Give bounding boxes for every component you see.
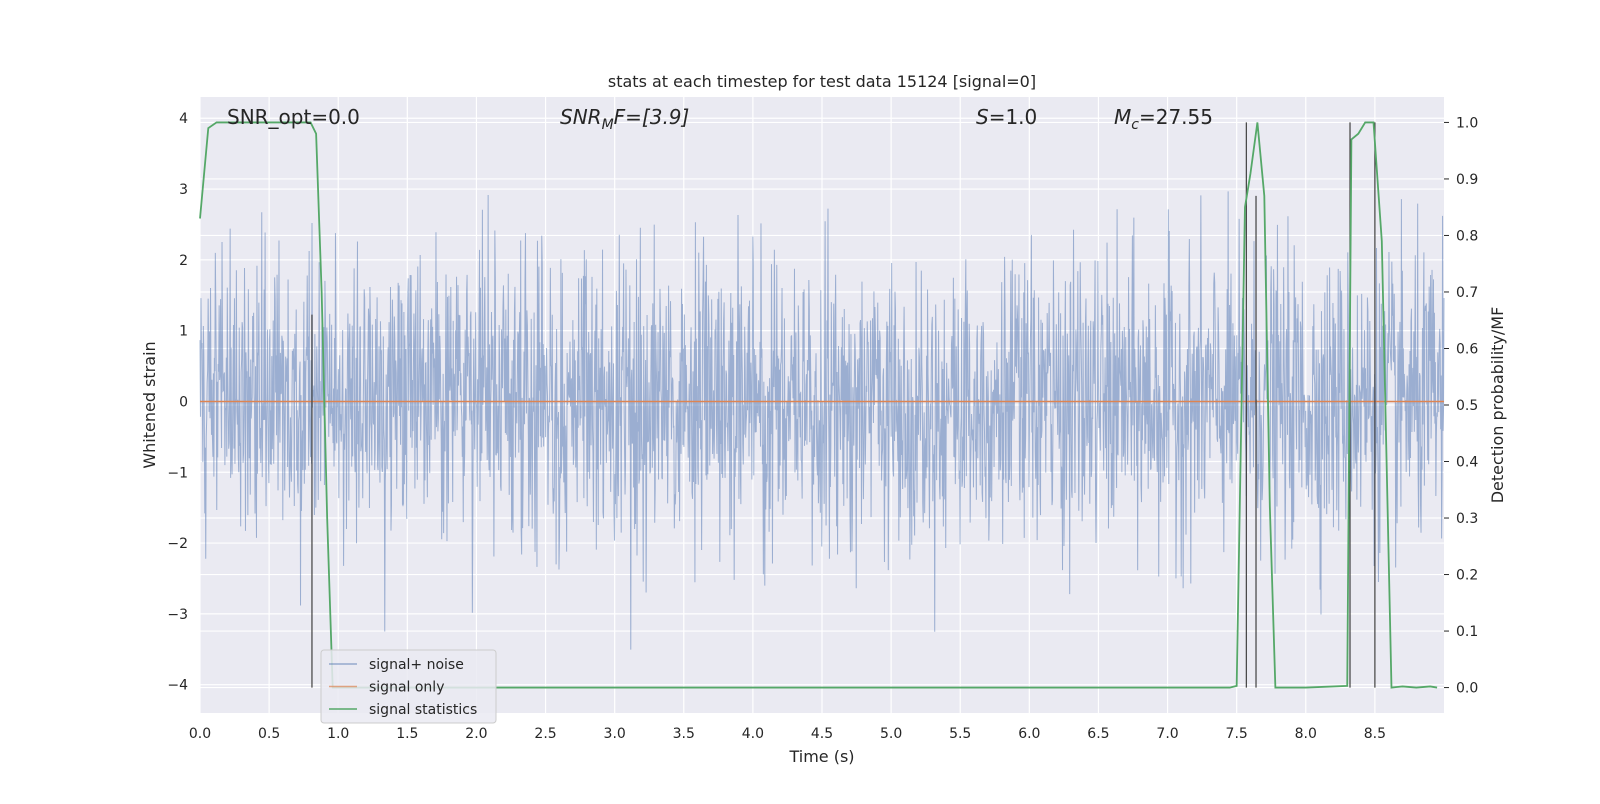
y-tick-label-right: 1.0 <box>1456 115 1478 131</box>
signal-noise-line <box>199 191 1445 650</box>
x-tick-label: 1.0 <box>327 726 349 742</box>
x-axis-label: Time (s) <box>788 747 854 766</box>
y-tick-label-left: −4 <box>167 678 188 694</box>
annotation-s: S=1.0 <box>976 105 1037 129</box>
x-tick-label: 6.0 <box>1018 726 1040 742</box>
annotation-snr-mf-sub: M <box>602 117 614 133</box>
y-tick-label-left: −1 <box>167 465 188 481</box>
y-tick-label-right: 0.3 <box>1456 511 1478 527</box>
y-tick-label-right: 0.5 <box>1456 398 1478 414</box>
annotation-snr-mf-rest-f: F=[3.9] <box>614 105 690 129</box>
legend-box <box>320 649 497 724</box>
signal-statistics-line <box>199 121 1438 689</box>
annotation-snr-mf: SNRMF=[3.9] <box>560 105 689 133</box>
annotation-mc-base: M <box>1114 105 1131 129</box>
x-tick-label: 1.5 <box>396 726 418 742</box>
y-tick-label-right: 0.6 <box>1456 341 1478 357</box>
x-tick-label: 3.0 <box>604 726 626 742</box>
y-tick-label-left: 1 <box>179 324 188 340</box>
series-signal-statistics <box>199 121 1438 689</box>
y-tick-label-left: 2 <box>179 253 188 269</box>
legend-label-signal-only: signal only <box>369 680 444 696</box>
y-tick-label-left: −2 <box>167 536 188 552</box>
x-tick-label: 4.5 <box>811 726 833 742</box>
y-tick-label-right: 0.8 <box>1456 228 1478 244</box>
y-tick-label-right: 0.1 <box>1456 624 1478 640</box>
x-tick-label: 8.5 <box>1364 726 1386 742</box>
x-tick-label: 5.0 <box>880 726 902 742</box>
x-tick-label: 4.0 <box>742 726 764 742</box>
x-tick-label: 5.5 <box>949 726 971 742</box>
annotation-s-base: S <box>976 105 989 129</box>
annotation-snr-opt: SNR_opt=0.0 <box>227 105 360 129</box>
annotation-mc: Mc=27.55 <box>1114 105 1213 133</box>
x-tick-label: 8.0 <box>1295 726 1317 742</box>
legend: signal+ noise signal only signal statist… <box>320 649 497 724</box>
annotation-s-rest: =1.0 <box>989 105 1038 129</box>
x-tick-label: 0.5 <box>258 726 280 742</box>
y-tick-label-left: −3 <box>167 607 188 623</box>
x-tick-label: 7.5 <box>1226 726 1248 742</box>
y-tick-label-right: 0.4 <box>1456 455 1478 471</box>
legend-label-signal-noise: signal+ noise <box>369 657 464 673</box>
x-tick-label: 3.5 <box>673 726 695 742</box>
chart-title: stats at each timestep for test data 151… <box>608 72 1036 91</box>
y-tick-label-left: 3 <box>179 182 188 198</box>
legend-label-signal-statistics: signal statistics <box>369 702 477 718</box>
tick-labels: 0.0 0.5 1.0 1.5 2.0 2.5 3.0 3.5 4.0 4.5 5.0 5.5 6.0 6… <box>167 111 1478 742</box>
series-signal-noise <box>199 191 1445 650</box>
y-tick-label-right: 0.0 <box>1456 681 1478 697</box>
x-tick-label: 2.0 <box>465 726 487 742</box>
y-tick-label-left: 4 <box>179 111 188 127</box>
x-tick-label: 6.5 <box>1087 726 1109 742</box>
y-tick-label-right: 0.9 <box>1456 172 1478 188</box>
y-tick-label-right: 0.2 <box>1456 568 1478 584</box>
x-tick-label: 2.5 <box>534 726 556 742</box>
x-tick-label: 0.0 <box>189 726 211 742</box>
grid-lines <box>199 97 1444 713</box>
y-axis-label-left: Whitened strain <box>140 341 159 468</box>
y-tick-label-left: 0 <box>179 394 188 410</box>
annotation-snr-mf-base: SNR <box>560 105 602 129</box>
x-tick-label: 7.0 <box>1156 726 1178 742</box>
annotation-mc-sub: c <box>1131 117 1139 133</box>
y-tick-label-right: 0.7 <box>1456 285 1478 301</box>
y-axis-label-right: Detection probability/MF <box>1488 307 1507 504</box>
annotation-mc-rest: =27.55 <box>1139 105 1213 129</box>
